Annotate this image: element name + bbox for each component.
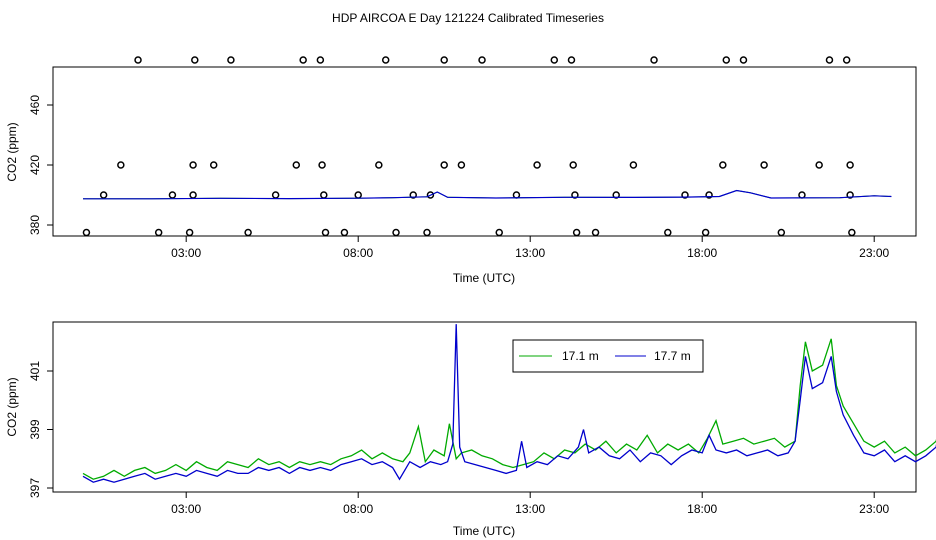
bottom-plot-frame [52, 321, 917, 493]
bottom-chart-marks [82, 324, 936, 483]
scatter-point-10 [209, 161, 218, 169]
bottom-y-axis-label: CO2 (ppm) [5, 377, 19, 436]
scatter-point-20 [340, 228, 349, 237]
scatter-point-49 [722, 56, 731, 64]
scatter-point-52 [777, 228, 786, 237]
x-tick-label-13-00: 13:00 [515, 502, 545, 516]
chart-title: HDP AIRCOA E Day 121224 Calibrated Times… [332, 11, 604, 25]
scatter-point-38 [571, 191, 579, 199]
scatter-point-11 [227, 56, 235, 64]
top-y-axis-label: CO2 (ppm) [5, 122, 19, 181]
bottom-axis-ticks: 03:00 08:00 13:00 18:00 23:00 397 399 401 [28, 361, 890, 516]
x-tick-label-18-00: 18:00 [687, 502, 717, 516]
scatter-point-51 [760, 161, 768, 169]
scatter-point-59 [848, 228, 856, 237]
x-tick-label-08-00: 08:00 [343, 502, 373, 516]
scatter-point-50 [739, 56, 748, 64]
scatter-point-56 [842, 56, 851, 64]
scatter-point-16 [316, 56, 325, 64]
scatter-point-30 [457, 161, 466, 169]
scatter-point-29 [440, 56, 448, 64]
scatter-point-48 [719, 161, 727, 169]
x-tick-label-23-00: 23:00 [859, 246, 889, 260]
x-tick-label-03-00: 03:00 [171, 246, 201, 260]
scatter-point-27 [426, 191, 435, 199]
scatter-point-24 [392, 228, 400, 237]
scatter-point-7 [189, 191, 197, 199]
x-tick-label-13-00: 13:00 [515, 246, 545, 260]
scatter-point-17 [318, 161, 326, 169]
scatter-point-58 [846, 191, 854, 199]
scatter-point-18 [320, 191, 328, 199]
scatter-point-33 [512, 191, 521, 199]
scatter-point-26 [423, 228, 431, 237]
x-tick-label-03-00: 03:00 [171, 502, 201, 516]
scatter-point-15 [299, 56, 307, 64]
scatter-point-2 [117, 161, 125, 169]
scatter-point-42 [629, 161, 638, 169]
scatter-point-44 [664, 228, 672, 237]
scatter-point-4 [154, 228, 163, 237]
scatter-point-19 [321, 228, 330, 237]
scatter-point-6 [185, 228, 194, 237]
scatter-point-28 [440, 161, 448, 169]
scatter-point-46 [701, 228, 710, 237]
scatter-point-8 [189, 161, 197, 169]
scatter-point-25 [409, 191, 417, 199]
scatter-point-53 [798, 191, 806, 199]
bottom-x-axis-label: Time (UTC) [453, 524, 515, 538]
scatter-point-43 [650, 56, 658, 64]
scatter-point-36 [567, 56, 576, 64]
scatter-point-21 [354, 191, 362, 199]
top-chart-marks [82, 56, 892, 237]
y-tick-label-401: 401 [28, 361, 42, 381]
scatter-point-32 [495, 228, 503, 237]
scatter-point-41 [612, 191, 620, 199]
y-tick-label-460: 460 [28, 95, 42, 115]
scatter-point-3 [134, 56, 142, 64]
scatter-point-23 [381, 56, 390, 64]
x-tick-label-23-00: 23:00 [859, 502, 889, 516]
y-tick-label-397: 397 [28, 478, 42, 498]
scatter-point-40 [591, 228, 600, 237]
x-tick-label-18-00: 18:00 [687, 246, 717, 260]
x-tick-label-08-00: 08:00 [343, 246, 373, 260]
y-tick-label-380: 380 [28, 215, 42, 235]
scatter-point-35 [550, 56, 559, 64]
scatter-point-5 [168, 191, 177, 199]
scatter-point-34 [533, 161, 541, 169]
scatter-point-31 [478, 56, 486, 64]
top-series-line [83, 189, 892, 200]
scatter-point-39 [572, 228, 581, 237]
scatter-point-12 [244, 228, 252, 237]
scatter-point-9 [191, 56, 199, 64]
scatter-point-22 [375, 161, 383, 169]
scatter-point-47 [705, 191, 713, 199]
scatter-point-0 [82, 228, 91, 237]
top-plot-frame [52, 66, 917, 237]
top-panel: 03:00 08:00 13:00 18:00 23:00 380 420 460 Time … [5, 56, 917, 285]
legend-label-17-1-m: 17.1 m [562, 349, 599, 363]
series-line-17-7-m [82, 324, 936, 483]
series-line-17-1-m [82, 338, 936, 480]
scatter-point-54 [815, 161, 823, 169]
scatter-point-57 [846, 161, 854, 169]
legend-label-17-7-m: 17.7 m [654, 349, 691, 363]
scatter-point-37 [569, 161, 577, 169]
top-axis-ticks: 03:00 08:00 13:00 18:00 23:00 380 420 460 [28, 95, 890, 260]
scatter-point-13 [271, 191, 280, 199]
scatter-point-55 [825, 56, 834, 64]
scatter-point-1 [99, 191, 108, 199]
top-x-axis-label: Time (UTC) [453, 271, 515, 285]
y-tick-label-420: 420 [28, 155, 42, 175]
bottom-panel: 03:00 08:00 13:00 18:00 23:00 397 399 401 17.1 … [5, 321, 936, 538]
y-tick-label-399: 399 [28, 419, 42, 439]
legend: 17.1 m 17.7 m [512, 339, 704, 373]
scatter-point-14 [292, 161, 301, 169]
scatter-point-45 [681, 191, 689, 199]
